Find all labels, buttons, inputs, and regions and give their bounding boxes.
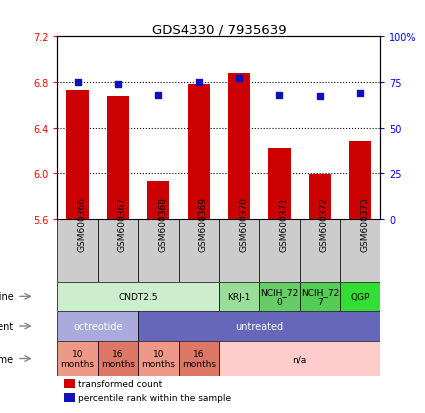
Text: n/a: n/a bbox=[292, 354, 307, 363]
FancyBboxPatch shape bbox=[259, 282, 300, 311]
Bar bbox=[228, 74, 250, 219]
Text: untreated: untreated bbox=[235, 321, 283, 331]
Bar bbox=[66, 91, 89, 219]
Bar bbox=[349, 142, 371, 219]
FancyBboxPatch shape bbox=[300, 219, 340, 282]
FancyBboxPatch shape bbox=[138, 341, 178, 376]
FancyBboxPatch shape bbox=[57, 341, 98, 376]
FancyBboxPatch shape bbox=[178, 219, 219, 282]
Text: 16
months: 16 months bbox=[101, 349, 135, 368]
Point bbox=[235, 76, 242, 82]
Text: time: time bbox=[0, 354, 14, 363]
Text: octreotide: octreotide bbox=[73, 321, 122, 331]
FancyBboxPatch shape bbox=[98, 219, 138, 282]
FancyBboxPatch shape bbox=[219, 341, 380, 376]
Text: percentile rank within the sample: percentile rank within the sample bbox=[78, 394, 232, 402]
FancyBboxPatch shape bbox=[57, 219, 98, 282]
Text: 10
months: 10 months bbox=[141, 349, 175, 368]
Text: 10
months: 10 months bbox=[60, 349, 94, 368]
Point bbox=[114, 81, 122, 88]
FancyBboxPatch shape bbox=[57, 282, 219, 311]
Text: GSM600367: GSM600367 bbox=[118, 197, 127, 252]
Point bbox=[316, 94, 323, 100]
Text: QGP: QGP bbox=[351, 292, 370, 301]
FancyBboxPatch shape bbox=[259, 219, 300, 282]
FancyBboxPatch shape bbox=[57, 311, 138, 341]
Text: CNDT2.5: CNDT2.5 bbox=[119, 292, 158, 301]
Point bbox=[155, 92, 162, 99]
Bar bbox=[268, 149, 291, 219]
FancyBboxPatch shape bbox=[340, 219, 380, 282]
Bar bbox=[309, 175, 331, 219]
Point bbox=[195, 79, 202, 86]
Text: NCIH_72
0: NCIH_72 0 bbox=[260, 287, 298, 306]
Bar bbox=[147, 182, 170, 219]
FancyBboxPatch shape bbox=[178, 341, 219, 376]
Text: agent: agent bbox=[0, 321, 14, 331]
FancyBboxPatch shape bbox=[300, 282, 340, 311]
Point bbox=[357, 90, 363, 97]
FancyBboxPatch shape bbox=[138, 219, 178, 282]
Text: GSM600366: GSM600366 bbox=[77, 197, 87, 252]
Text: GSM600370: GSM600370 bbox=[239, 197, 248, 252]
Title: GDS4330 / 7935639: GDS4330 / 7935639 bbox=[152, 23, 286, 36]
Text: GSM600369: GSM600369 bbox=[198, 197, 208, 252]
Point bbox=[74, 79, 81, 86]
Text: GSM600372: GSM600372 bbox=[320, 197, 329, 252]
Text: GSM600368: GSM600368 bbox=[158, 197, 167, 252]
Text: transformed count: transformed count bbox=[78, 379, 163, 388]
Text: 16
months: 16 months bbox=[181, 349, 215, 368]
Text: KRJ-1: KRJ-1 bbox=[227, 292, 251, 301]
Text: GSM600371: GSM600371 bbox=[280, 197, 289, 252]
Text: GSM600373: GSM600373 bbox=[360, 197, 369, 252]
FancyBboxPatch shape bbox=[98, 341, 138, 376]
Text: cell line: cell line bbox=[0, 292, 14, 301]
Bar bbox=[64, 393, 75, 402]
Point bbox=[276, 92, 283, 99]
FancyBboxPatch shape bbox=[219, 219, 259, 282]
FancyBboxPatch shape bbox=[340, 282, 380, 311]
Bar bbox=[107, 96, 129, 219]
Bar bbox=[64, 379, 75, 388]
Text: NCIH_72
7: NCIH_72 7 bbox=[300, 287, 339, 306]
FancyBboxPatch shape bbox=[219, 282, 259, 311]
Bar bbox=[187, 85, 210, 219]
FancyBboxPatch shape bbox=[138, 311, 380, 341]
